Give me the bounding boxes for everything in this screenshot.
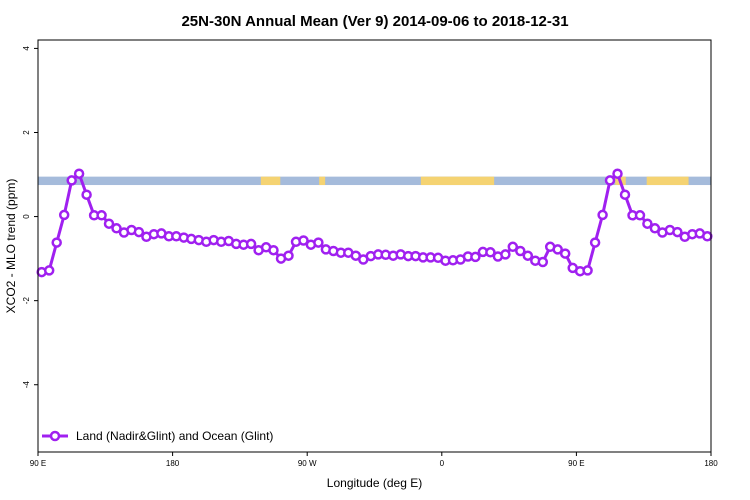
data-point <box>552 244 563 255</box>
y-tick-label: 2 <box>22 130 31 135</box>
data-point <box>515 245 526 257</box>
data-point <box>96 210 107 221</box>
data-point <box>559 248 571 259</box>
x-tick-label: 0 <box>440 459 445 468</box>
data-point <box>58 209 70 221</box>
data-point <box>582 265 593 276</box>
data-point <box>81 189 92 200</box>
y-tick-label: -2 <box>22 297 31 305</box>
data-point <box>73 168 85 179</box>
data-point <box>51 237 62 248</box>
y-tick-label: 0 <box>22 214 31 219</box>
x-tick-label: 180 <box>704 459 718 468</box>
x-axis-title: Longitude (deg E) <box>327 476 422 490</box>
legend-entry-label: Land (Nadir&Glint) and Ocean (Glint) <box>76 429 273 443</box>
data-point <box>702 231 713 242</box>
data-point <box>103 218 115 229</box>
data-point <box>470 251 481 263</box>
data-point <box>522 250 534 261</box>
x-tick-label: 90 W <box>298 459 317 468</box>
land-segment <box>260 176 281 186</box>
y-tick-label: -4 <box>22 381 31 389</box>
data-point <box>672 226 683 238</box>
data-point <box>589 237 601 248</box>
data-point <box>43 265 55 276</box>
data-point <box>66 175 77 186</box>
data-point <box>642 218 653 229</box>
land-segment <box>646 176 689 186</box>
data-point <box>619 189 631 200</box>
data-point <box>245 238 257 250</box>
series-group <box>36 168 713 278</box>
x-tick-label: 180 <box>166 459 180 468</box>
x-tick-label: 90 E <box>568 459 584 468</box>
data-point <box>283 250 294 261</box>
plot-frame <box>37 39 712 453</box>
data-point <box>507 241 519 253</box>
land-segment <box>420 176 495 186</box>
data-point <box>597 209 608 221</box>
data-point <box>612 168 623 179</box>
data-point <box>268 244 279 256</box>
x-tick-label: 90 E <box>30 459 46 468</box>
data-point <box>500 249 511 260</box>
ocean-band <box>38 176 711 186</box>
legend: Land (Nadir&Glint) and Ocean (Glint) <box>42 429 273 443</box>
data-point <box>634 210 646 221</box>
data-point <box>604 175 616 186</box>
data-point <box>133 226 145 238</box>
axes: 90 E 180 90 W 0 90 E 180 4 2 0 -2 -4 <box>22 46 718 468</box>
land-segment <box>319 176 326 186</box>
data-point <box>537 256 549 268</box>
data-point <box>111 223 122 234</box>
data-point <box>298 235 309 246</box>
data-point <box>649 223 661 234</box>
legend-marker <box>49 430 61 442</box>
data-point <box>313 237 324 248</box>
y-tick-label: 4 <box>22 46 31 51</box>
y-axis-title: XCO2 - MLO trend (ppm) <box>4 179 18 314</box>
data-point <box>485 247 496 258</box>
chart-title: 25N-30N Annual Mean (Ver 9) 2014-09-06 t… <box>181 13 568 30</box>
